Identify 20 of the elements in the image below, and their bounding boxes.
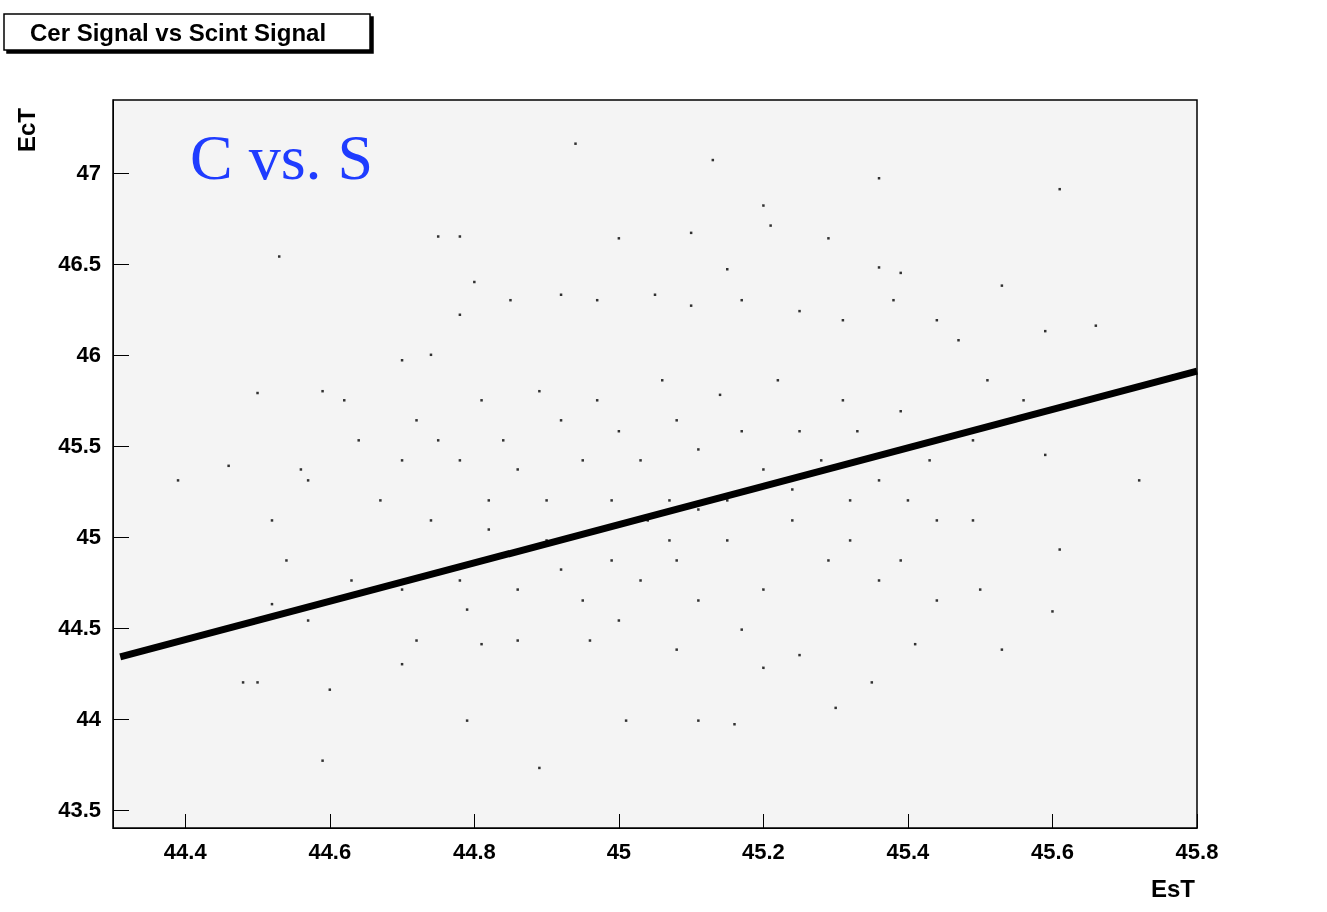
y-tick-label: 43.5	[58, 797, 101, 823]
x-tick-label: 44.8	[452, 838, 496, 864]
y-tick-label: 44.5	[58, 615, 101, 641]
x-tick-label: 45.2	[741, 838, 785, 864]
x-tick-label: 45.4	[886, 838, 931, 864]
annotation: C vs. S	[190, 121, 374, 193]
x-tick-label: 45.8	[1175, 838, 1219, 864]
x-tick-label: 45	[606, 838, 632, 864]
y-tick-label: 44	[76, 706, 102, 732]
y-tick-label: 47	[76, 160, 101, 186]
x-tick-label: 45.6	[1031, 838, 1074, 864]
y-axis-title: EcT	[12, 107, 40, 153]
x-tick-label: 44.4	[163, 838, 208, 864]
x-tick-label: 44.6	[308, 838, 352, 864]
y-tick-label: 45.5	[58, 433, 101, 459]
chart-title: Cer Signal vs Scint Signal	[30, 18, 327, 46]
y-tick-label: 46	[76, 342, 101, 368]
x-axis-title: EsT	[1150, 874, 1196, 902]
y-tick-label: 45	[76, 524, 101, 550]
y-tick-label: 46.5	[58, 251, 101, 277]
